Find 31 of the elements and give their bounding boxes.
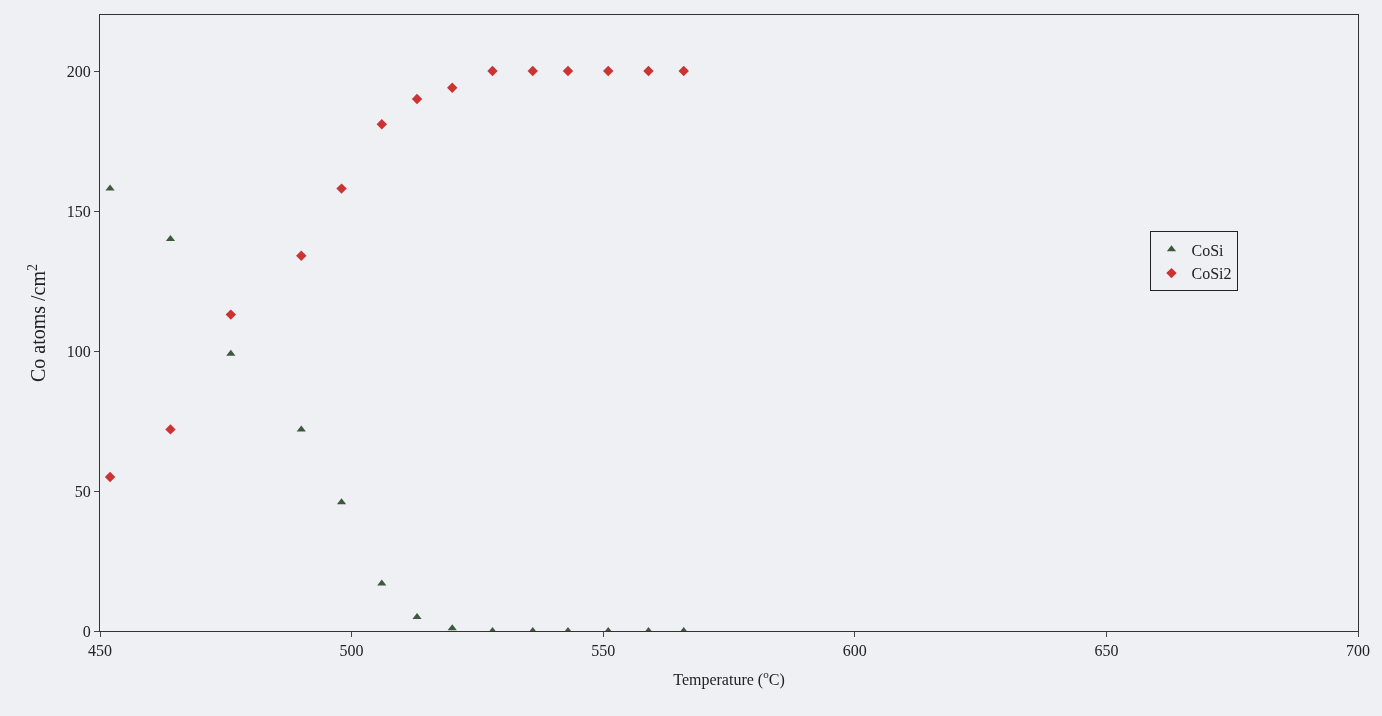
x-tick-label: 650 [1094, 642, 1119, 660]
point [104, 471, 116, 483]
x-axis-title: Temperature ($^{o}$C) [673, 668, 785, 689]
x-tick-label: 450 [88, 642, 112, 660]
point [603, 65, 614, 77]
point [447, 624, 457, 631]
x-tick-label: 550 [591, 642, 616, 660]
point [225, 309, 237, 320]
point [447, 82, 458, 93]
point [296, 250, 307, 261]
y-tick-label: 0 [82, 622, 91, 640]
x-tick-label: 700 [1346, 642, 1370, 660]
point [678, 65, 689, 77]
point [411, 93, 423, 105]
x-tick-label: 500 [339, 642, 364, 660]
point [336, 183, 347, 194]
point [105, 184, 115, 191]
y-tick-label: 150 [66, 202, 91, 220]
x-tick-label: 600 [842, 642, 867, 660]
point [376, 119, 387, 130]
point [643, 65, 654, 77]
y-tick-label: 100 [66, 342, 91, 360]
y-tick-label: 200 [66, 62, 91, 80]
legend-label: CoSi [1191, 241, 1225, 259]
point [487, 65, 498, 77]
point [226, 349, 236, 356]
y-tick-label: 50 [74, 482, 91, 500]
point [165, 424, 176, 435]
point [527, 65, 538, 77]
legend-label: CoSi2 [1191, 265, 1232, 283]
point [562, 65, 574, 77]
